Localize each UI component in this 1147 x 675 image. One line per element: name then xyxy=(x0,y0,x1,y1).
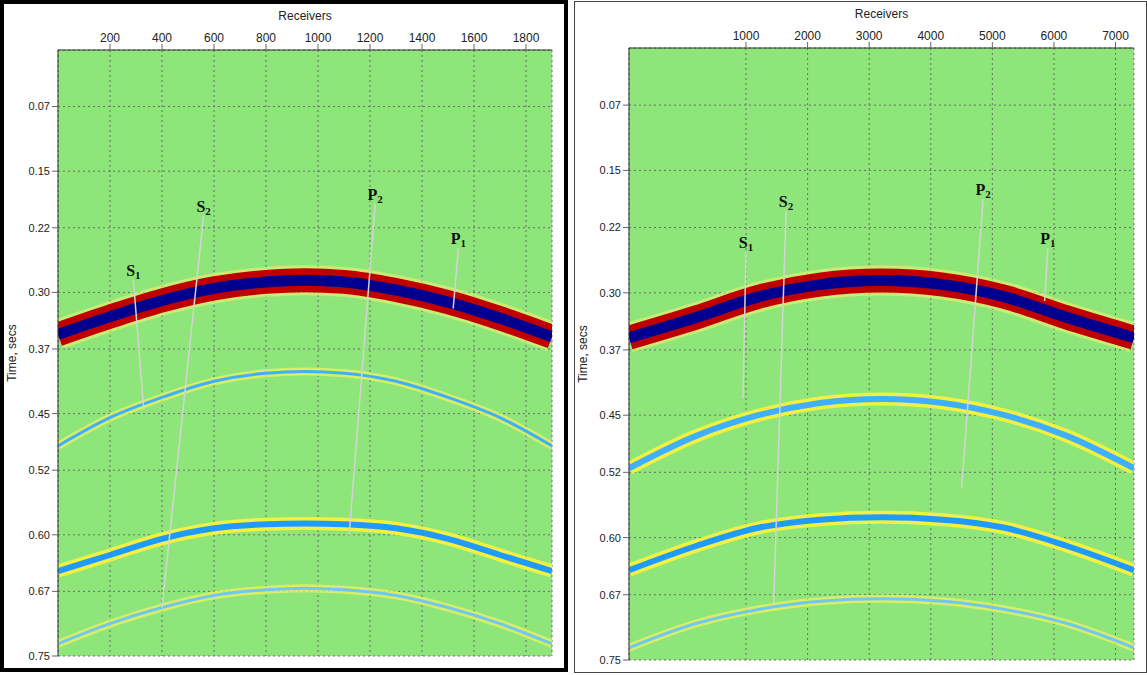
svg-text:P2: P2 xyxy=(975,181,991,200)
svg-text:P1: P1 xyxy=(451,230,466,249)
svg-text:0.75: 0.75 xyxy=(29,650,50,662)
svg-text:P1: P1 xyxy=(1040,230,1055,249)
svg-text:0.30: 0.30 xyxy=(29,286,50,298)
svg-text:Time, secs: Time, secs xyxy=(576,325,590,383)
svg-text:0.30: 0.30 xyxy=(600,287,621,299)
svg-text:0.15: 0.15 xyxy=(600,164,621,176)
svg-text:0.60: 0.60 xyxy=(600,532,621,544)
svg-text:0.67: 0.67 xyxy=(600,589,621,601)
svg-text:0.52: 0.52 xyxy=(600,466,621,478)
svg-text:200: 200 xyxy=(100,31,120,45)
svg-text:1400: 1400 xyxy=(409,31,436,45)
svg-text:0.67: 0.67 xyxy=(29,585,50,597)
svg-text:2000: 2000 xyxy=(794,29,821,43)
svg-text:5000: 5000 xyxy=(979,29,1006,43)
svg-text:4000: 4000 xyxy=(917,29,944,43)
svg-text:1800: 1800 xyxy=(513,31,540,45)
svg-text:Time, secs: Time, secs xyxy=(5,324,19,382)
svg-text:1000: 1000 xyxy=(305,31,332,45)
svg-text:S2: S2 xyxy=(196,198,211,217)
svg-text:0.45: 0.45 xyxy=(29,408,50,420)
svg-text:S1: S1 xyxy=(126,262,140,281)
svg-text:400: 400 xyxy=(152,31,172,45)
svg-text:0.22: 0.22 xyxy=(29,222,50,234)
svg-text:0.75: 0.75 xyxy=(600,654,621,666)
svg-text:0.52: 0.52 xyxy=(29,464,50,476)
svg-text:0.37: 0.37 xyxy=(29,343,50,355)
svg-text:P2: P2 xyxy=(368,186,384,205)
svg-text:S1: S1 xyxy=(739,234,753,253)
svg-text:0.45: 0.45 xyxy=(600,409,621,421)
svg-text:0.60: 0.60 xyxy=(29,529,50,541)
svg-text:800: 800 xyxy=(256,31,276,45)
svg-text:1000: 1000 xyxy=(733,29,760,43)
svg-text:0.07: 0.07 xyxy=(600,99,621,111)
svg-text:0.22: 0.22 xyxy=(600,221,621,233)
svg-text:6000: 6000 xyxy=(1041,29,1068,43)
svg-text:0.07: 0.07 xyxy=(29,100,50,112)
svg-text:0.15: 0.15 xyxy=(29,165,50,177)
svg-text:1600: 1600 xyxy=(461,31,488,45)
svg-text:S2: S2 xyxy=(779,193,794,212)
svg-text:Receivers: Receivers xyxy=(855,7,908,21)
svg-text:0.37: 0.37 xyxy=(600,344,621,356)
svg-text:1200: 1200 xyxy=(357,31,384,45)
svg-text:600: 600 xyxy=(204,31,224,45)
svg-text:3000: 3000 xyxy=(856,29,883,43)
svg-text:7000: 7000 xyxy=(1102,29,1129,43)
svg-text:Receivers: Receivers xyxy=(278,9,331,23)
